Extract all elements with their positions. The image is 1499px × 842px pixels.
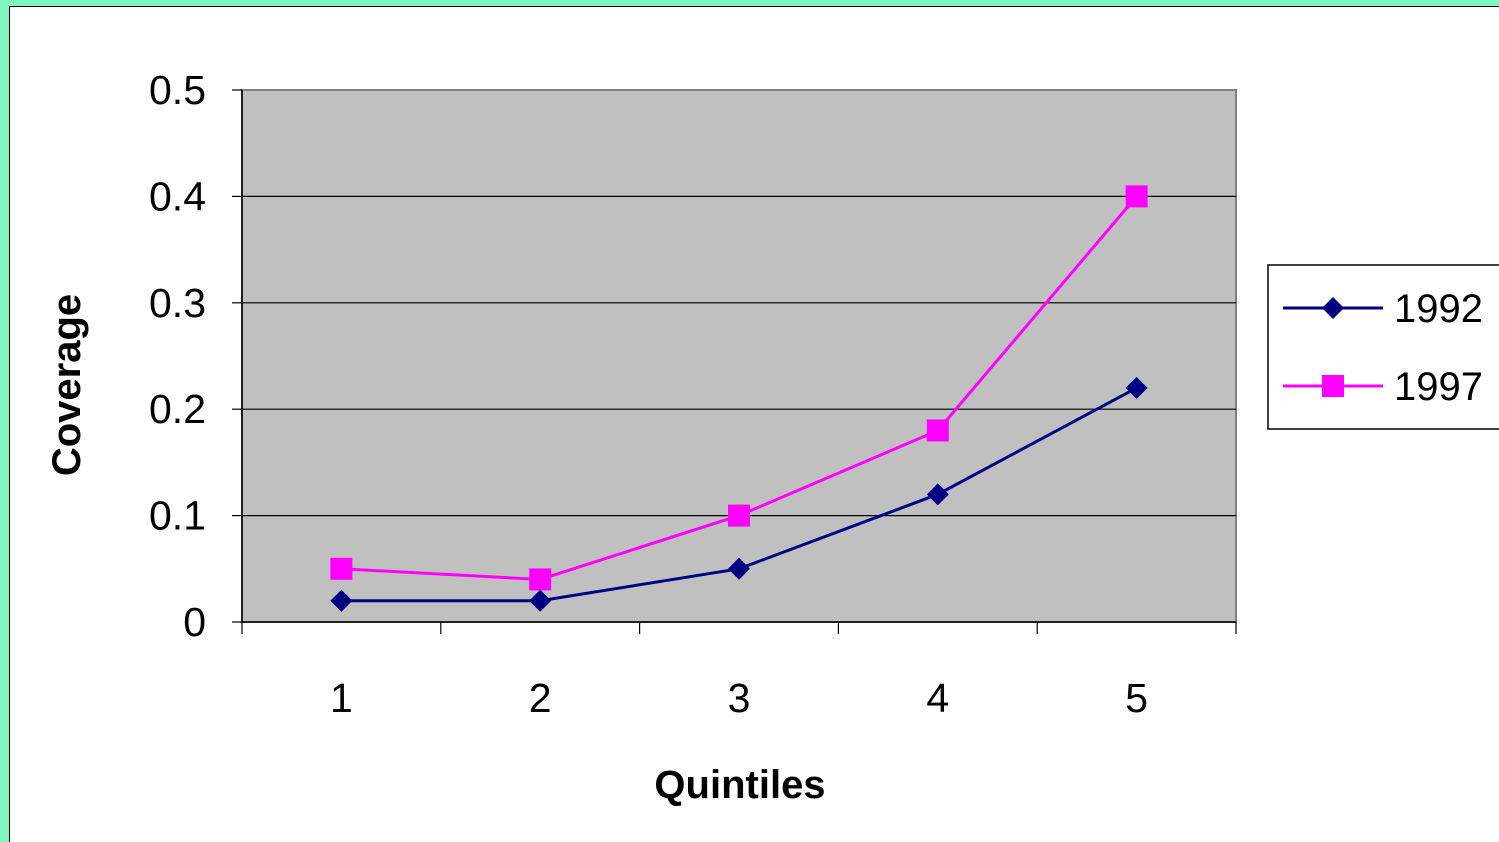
legend-marker-diamond bbox=[1322, 297, 1344, 319]
x-tick-label: 3 bbox=[728, 675, 751, 721]
series-1997 bbox=[330, 185, 1148, 591]
y-tick-label: 0.3 bbox=[149, 280, 206, 326]
x-axis-ticks: 1 2 3 4 5 bbox=[241, 622, 1237, 721]
data-point-1992 bbox=[728, 557, 750, 580]
plot-area bbox=[241, 89, 1237, 623]
data-point-1997 bbox=[330, 557, 353, 580]
legend-item-1992: 1992 bbox=[1283, 287, 1483, 331]
data-point-1997 bbox=[926, 419, 949, 442]
y-tick-label: 0.2 bbox=[149, 386, 206, 432]
series-1992 bbox=[330, 376, 1148, 612]
legend-marker-square bbox=[1322, 375, 1344, 397]
data-point-1997 bbox=[1125, 185, 1148, 208]
x-tick-label: 5 bbox=[1125, 675, 1148, 721]
legend-label: 1992 bbox=[1394, 287, 1483, 331]
legend: 1992 1997 bbox=[1267, 264, 1499, 430]
x-tick-label: 4 bbox=[926, 675, 949, 721]
data-point-1992 bbox=[330, 589, 353, 612]
legend-box bbox=[1267, 264, 1499, 430]
y-axis-ticks: 0 0.1 0.2 0.3 0.4 0.5 bbox=[149, 67, 242, 645]
y-tick-label: 0.4 bbox=[149, 173, 206, 219]
y-tick-label: 0.5 bbox=[149, 67, 206, 113]
legend-item-1997: 1997 bbox=[1283, 365, 1483, 409]
data-point-1992 bbox=[1125, 376, 1148, 399]
data-point-1992 bbox=[529, 589, 552, 612]
legend-label: 1997 bbox=[1394, 365, 1483, 409]
x-tick-label: 1 bbox=[330, 675, 353, 721]
y-tick-label: 0.1 bbox=[149, 493, 206, 539]
data-point-1992 bbox=[926, 483, 949, 506]
data-point-1997 bbox=[529, 568, 552, 591]
data-point-1997 bbox=[728, 504, 750, 527]
y-tick-label: 0 bbox=[183, 599, 206, 645]
series-layer bbox=[330, 185, 1148, 612]
x-axis-title: Quintiles bbox=[654, 763, 825, 807]
axes bbox=[241, 90, 1236, 623]
x-tick-label: 2 bbox=[529, 675, 552, 721]
y-axis-title: Coverage bbox=[45, 294, 89, 476]
